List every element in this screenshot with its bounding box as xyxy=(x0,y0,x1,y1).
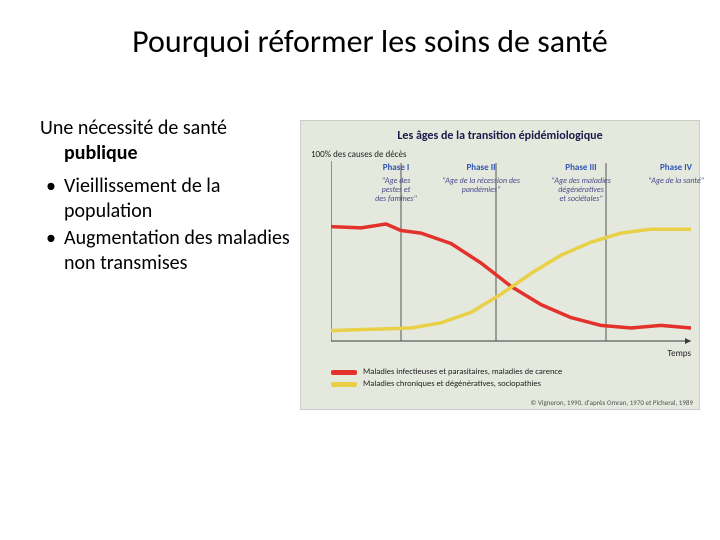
chart-container: Les âges de la transition épidémiologiqu… xyxy=(300,120,700,410)
bullet-item: Augmentation des maladies non transmises xyxy=(40,226,300,276)
x-axis-label: Temps xyxy=(668,348,691,359)
text-block: Une nécessité de santé publique Vieillis… xyxy=(40,116,300,278)
legend-label: Maladies chroniques et dégénératives, so… xyxy=(363,379,541,389)
chart-legend: Maladies infectieuses et parasitaires, m… xyxy=(331,367,562,391)
chart-plot xyxy=(331,161,691,351)
subtitle-part1: Une nécessité de santé xyxy=(40,116,227,140)
legend-item: Maladies infectieuses et parasitaires, m… xyxy=(331,367,562,377)
bullet-list: Vieillissement de la population Augmenta… xyxy=(40,174,300,276)
legend-item: Maladies chroniques et dégénératives, so… xyxy=(331,379,562,389)
chart-citation: © Vigneron, 1990, d'après Omran, 1970 et… xyxy=(530,398,693,407)
slide-title: Pourquoi réformer les soins de santé xyxy=(50,22,690,61)
subtitle-part2: publique xyxy=(64,141,300,166)
chart-title: Les âges de la transition épidémiologiqu… xyxy=(301,129,699,143)
y-axis-label: 100% des causes de décès xyxy=(311,149,407,160)
legend-swatch xyxy=(331,382,357,387)
legend-swatch xyxy=(331,370,357,375)
bullet-item: Vieillissement de la population xyxy=(40,174,300,224)
legend-label: Maladies infectieuses et parasitaires, m… xyxy=(363,367,562,377)
